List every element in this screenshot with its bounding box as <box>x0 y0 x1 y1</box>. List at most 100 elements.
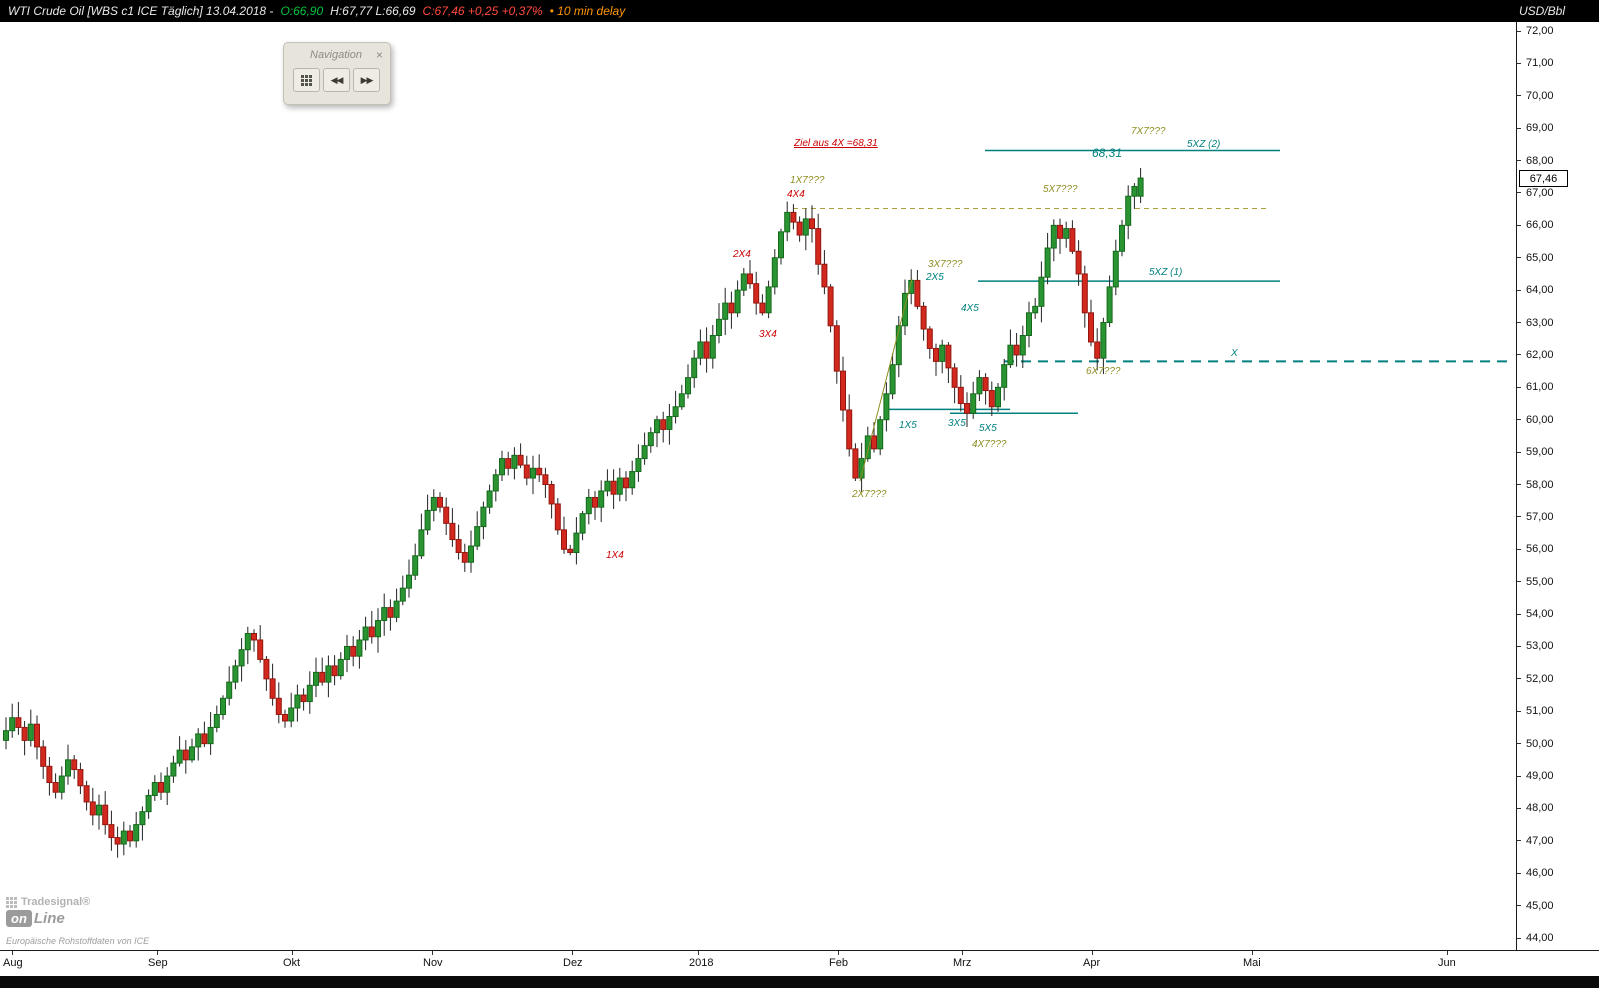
price-axis-label: 59,00 <box>1526 446 1554 459</box>
candle-body <box>542 474 549 485</box>
navigation-buttons: ◀◀ ▶▶ <box>284 63 390 92</box>
price-axis-tick <box>1517 386 1521 388</box>
grid-view-button[interactable] <box>293 68 320 92</box>
candle-body <box>585 496 592 515</box>
time-axis-tick <box>1447 951 1448 955</box>
candle-body <box>71 759 78 771</box>
candle-body <box>387 607 394 618</box>
candle-body <box>902 292 908 327</box>
candle-body <box>765 286 772 314</box>
candle-body <box>554 503 561 531</box>
candle-body <box>536 467 543 476</box>
price-axis-label: 70,00 <box>1526 89 1554 102</box>
candle-body <box>1069 228 1076 252</box>
candlestick-chart[interactable] <box>0 22 1516 950</box>
price-axis-label: 49,00 <box>1526 770 1554 783</box>
chart-header: WTI Crude Oil [WBS c1 ICE Täglich] 13.04… <box>0 0 1599 22</box>
candle-body <box>182 749 189 761</box>
candle-body <box>771 257 778 288</box>
candle-body <box>716 318 722 336</box>
price-axis-tick <box>1517 419 1521 421</box>
candle-body <box>52 782 59 793</box>
candle-body <box>604 480 611 492</box>
candle-body <box>1013 344 1020 356</box>
price-axis-label: 54,00 <box>1526 608 1554 621</box>
candle-body <box>412 555 419 576</box>
delay-notice: • 10 min delay <box>549 4 626 18</box>
candle-body <box>1137 177 1144 197</box>
price-axis-tick <box>1517 775 1521 777</box>
price-axis-label: 53,00 <box>1526 640 1554 653</box>
candle-body <box>40 746 47 767</box>
logo-grid-icon <box>6 896 17 908</box>
time-axis-tick <box>1252 951 1253 955</box>
candle-body <box>678 393 685 408</box>
time-axis-tick <box>698 951 699 955</box>
time-axis-tick <box>838 951 839 955</box>
price-axis-tick <box>1517 224 1521 226</box>
candle-body <box>381 607 388 622</box>
candle-body <box>833 325 840 372</box>
candle-body <box>722 302 729 320</box>
candle-body <box>1007 344 1014 366</box>
candle-body <box>207 726 214 745</box>
candle-body <box>840 370 846 411</box>
time-axis-label: Okt <box>283 957 301 969</box>
candle-body <box>982 377 989 392</box>
candle-body <box>523 464 530 479</box>
navigation-panel-titlebar[interactable]: Navigation × <box>284 43 390 63</box>
close-icon[interactable]: × <box>375 47 383 62</box>
candle-body <box>1125 195 1132 226</box>
candle-body <box>1131 185 1138 197</box>
candle-body <box>213 713 220 728</box>
candle-body <box>368 626 375 638</box>
candle-body <box>1057 224 1063 239</box>
candle-body <box>970 393 977 414</box>
price-axis[interactable]: 67,46 72,00 71,00 70,00 69,00 68,00 67,00 66,0… <box>1516 22 1599 950</box>
candle-body <box>654 419 660 434</box>
candle-body <box>759 302 766 314</box>
candle-body <box>114 837 121 845</box>
unit-label: USD/Bbl <box>1519 4 1566 18</box>
candle-body <box>27 723 34 741</box>
price-axis-tick <box>1517 289 1521 291</box>
candle-body <box>703 341 710 359</box>
navigation-panel-title: Navigation <box>310 48 362 61</box>
candle-body <box>139 811 146 826</box>
candle-body <box>920 305 927 330</box>
candle-body <box>89 801 96 816</box>
candle-body <box>647 432 654 447</box>
candle-body <box>164 775 171 793</box>
candle-body <box>282 713 288 722</box>
price-axis-tick <box>1517 192 1521 194</box>
candle-body <box>592 496 598 508</box>
candle-body <box>158 782 164 793</box>
candle-body <box>635 458 642 473</box>
candle-body <box>530 467 536 479</box>
candle-body <box>914 279 921 307</box>
quote-high-low: H:67,77 L:66,69 <box>330 4 416 18</box>
time-axis-tick <box>962 951 963 955</box>
candle-body <box>331 665 338 677</box>
candle-body <box>995 386 1001 408</box>
candle-body <box>294 694 301 709</box>
price-axis-tick <box>1517 613 1521 615</box>
candle-body <box>3 730 9 741</box>
tradesignal-logo: Tradesignal® on Line <box>6 896 90 927</box>
candle-body <box>1112 250 1119 288</box>
price-axis-tick <box>1517 95 1521 97</box>
time-axis-label: Aug <box>3 957 23 969</box>
forward-button[interactable]: ▶▶ <box>353 68 380 92</box>
price-axis-label: 45,00 <box>1526 899 1554 912</box>
price-axis-tick <box>1517 645 1521 647</box>
candle-body <box>939 344 946 362</box>
price-axis-tick <box>1517 322 1521 324</box>
candle-body <box>734 289 741 314</box>
candle-body <box>685 377 691 395</box>
price-axis-tick <box>1517 581 1521 583</box>
rewind-button[interactable]: ◀◀ <box>323 68 350 92</box>
candle-body <box>176 749 183 764</box>
candle-body <box>976 377 983 395</box>
candle-body <box>393 600 400 618</box>
time-axis[interactable]: Aug Sep Okt Nov Dez 2018 Feb Mrz Apr Mai Jun <box>0 950 1599 976</box>
